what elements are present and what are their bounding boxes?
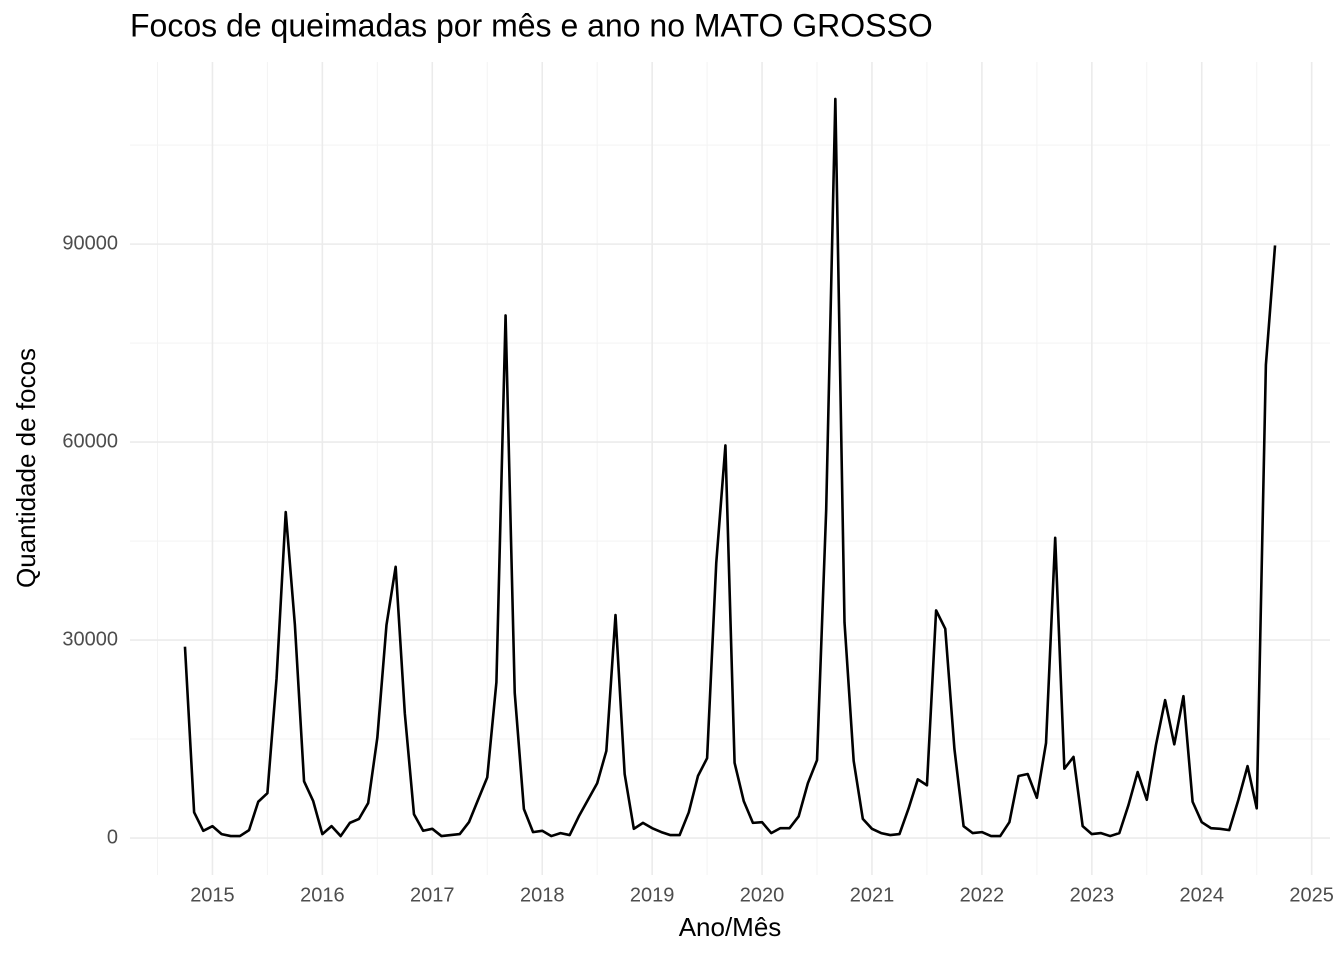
x-tick-label: 2019 — [630, 884, 675, 906]
x-tick-label: 2017 — [410, 884, 455, 906]
y-tick-label: 30000 — [62, 628, 118, 650]
x-tick-label: 2016 — [300, 884, 345, 906]
y-tick-label: 90000 — [62, 232, 118, 254]
y-axis-title: Quantidade de focos — [11, 348, 41, 588]
x-axis-title: Ano/Mês — [679, 912, 782, 942]
x-tick-label: 2020 — [740, 884, 785, 906]
y-tick-label: 60000 — [62, 430, 118, 452]
chart-title: Focos de queimadas por mês e ano no MATO… — [130, 7, 933, 43]
y-tick-label: 0 — [107, 826, 118, 848]
x-tick-label: 2018 — [520, 884, 565, 906]
x-tick-label: 2025 — [1289, 884, 1334, 906]
grid — [130, 62, 1330, 875]
x-tick-label: 2021 — [850, 884, 895, 906]
x-tick-label: 2022 — [960, 884, 1005, 906]
line-series — [183, 97, 1277, 838]
x-tick-label: 2015 — [190, 884, 235, 906]
x-tick-label: 2024 — [1180, 884, 1225, 906]
x-tick-label: 2023 — [1070, 884, 1115, 906]
